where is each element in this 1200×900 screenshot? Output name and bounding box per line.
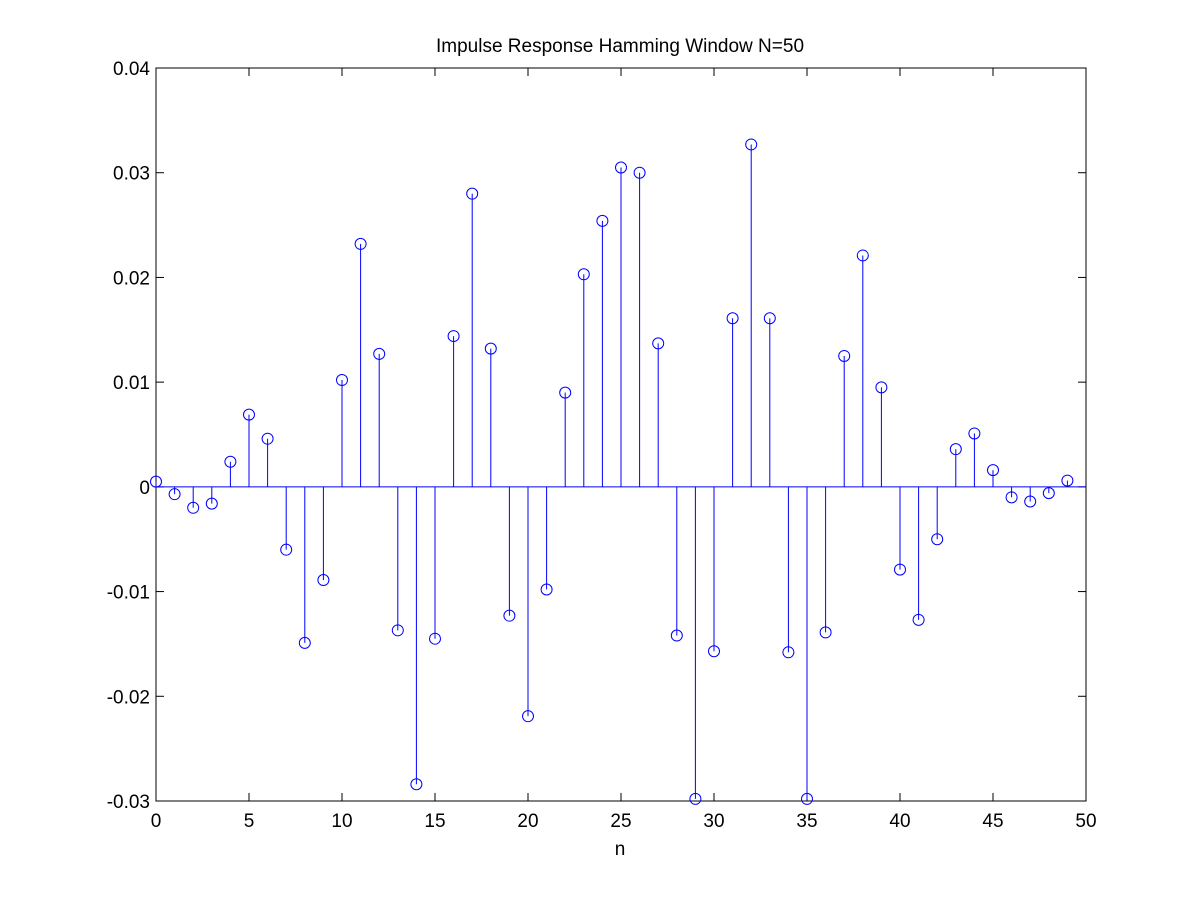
chart-title: Impulse Response Hamming Window N=50 <box>436 36 804 57</box>
stem-marker <box>298 636 311 649</box>
stem-marker <box>1005 491 1018 504</box>
plot-area: 0 5 10 15 20 25 30 35 40 45 50 -0.03 -0.02 -0.01 0 0.01… <box>107 59 1097 832</box>
stem-marker <box>1042 487 1055 500</box>
x-tick-label: 10 <box>331 811 352 832</box>
stem-marker <box>652 337 665 350</box>
y-tick-label: 0.03 <box>113 164 150 185</box>
stem-marker <box>466 187 479 200</box>
stem-marker <box>670 629 683 642</box>
stem-marker <box>354 237 367 250</box>
stem-marker <box>373 347 386 360</box>
x-tick-label: 30 <box>703 811 724 832</box>
x-tick-label: 20 <box>517 811 538 832</box>
stem-marker <box>894 563 906 576</box>
stem-marker <box>317 574 330 587</box>
stem-marker <box>447 330 460 343</box>
stem-marker <box>949 443 962 456</box>
stem-marker <box>559 386 572 399</box>
stem-marker <box>243 408 255 421</box>
stem-marker <box>968 427 981 440</box>
stem-marker <box>187 501 200 514</box>
stem-marker <box>782 646 795 659</box>
stem-marker <box>875 381 888 394</box>
x-tick-label: 40 <box>889 811 910 832</box>
stem-marker <box>633 166 646 179</box>
stem-marker <box>540 583 553 596</box>
stem-marker <box>410 778 423 791</box>
y-tick-label: -0.02 <box>107 687 150 708</box>
stem-marker <box>987 464 999 477</box>
x-tick-label: 45 <box>982 811 1003 832</box>
y-tick-label: 0.02 <box>113 268 150 289</box>
x-tick-label: 0 <box>151 811 162 832</box>
x-tick-label: 50 <box>1075 811 1096 832</box>
y-tick-label: -0.01 <box>107 583 150 604</box>
stem-marker <box>745 138 758 151</box>
stem-marker <box>224 455 237 468</box>
stem-marker <box>856 249 869 262</box>
y-tick-label: 0.04 <box>113 59 150 80</box>
y-tick-label: 0.01 <box>113 373 150 394</box>
stem-marker <box>522 710 534 723</box>
x-tick-label: 25 <box>610 811 631 832</box>
stem-marker <box>708 645 720 658</box>
stem-marker <box>429 632 441 645</box>
x-tick-label: 15 <box>424 811 445 832</box>
stem-marker <box>763 312 776 325</box>
stem-marker <box>577 268 590 281</box>
stem-marker <box>726 312 739 325</box>
stem-marker <box>838 349 851 362</box>
stem-marker <box>280 543 293 556</box>
stem-marker <box>596 214 609 227</box>
stem-marker <box>1024 495 1037 508</box>
x-tick-label: 35 <box>796 811 817 832</box>
y-tick-label: 0 <box>139 478 150 499</box>
stem-marker <box>336 374 348 387</box>
stem-marker <box>689 792 702 805</box>
x-axis-label: n <box>615 839 626 860</box>
stem-marker <box>261 432 274 445</box>
stem-marker <box>615 161 627 174</box>
stem-marker <box>931 533 944 546</box>
stem-marker <box>205 497 218 510</box>
stem-marker <box>484 342 497 355</box>
stem-marker <box>912 613 925 626</box>
stem-marker <box>168 488 181 501</box>
stem-marker <box>503 609 516 622</box>
stem-marker <box>801 792 813 805</box>
y-tick-label: -0.03 <box>107 792 150 813</box>
x-tick-label: 5 <box>244 811 255 832</box>
stem-marker <box>1061 474 1074 487</box>
stem-marker <box>819 626 832 639</box>
stem-marker <box>150 475 162 488</box>
stem-marker <box>391 624 404 637</box>
